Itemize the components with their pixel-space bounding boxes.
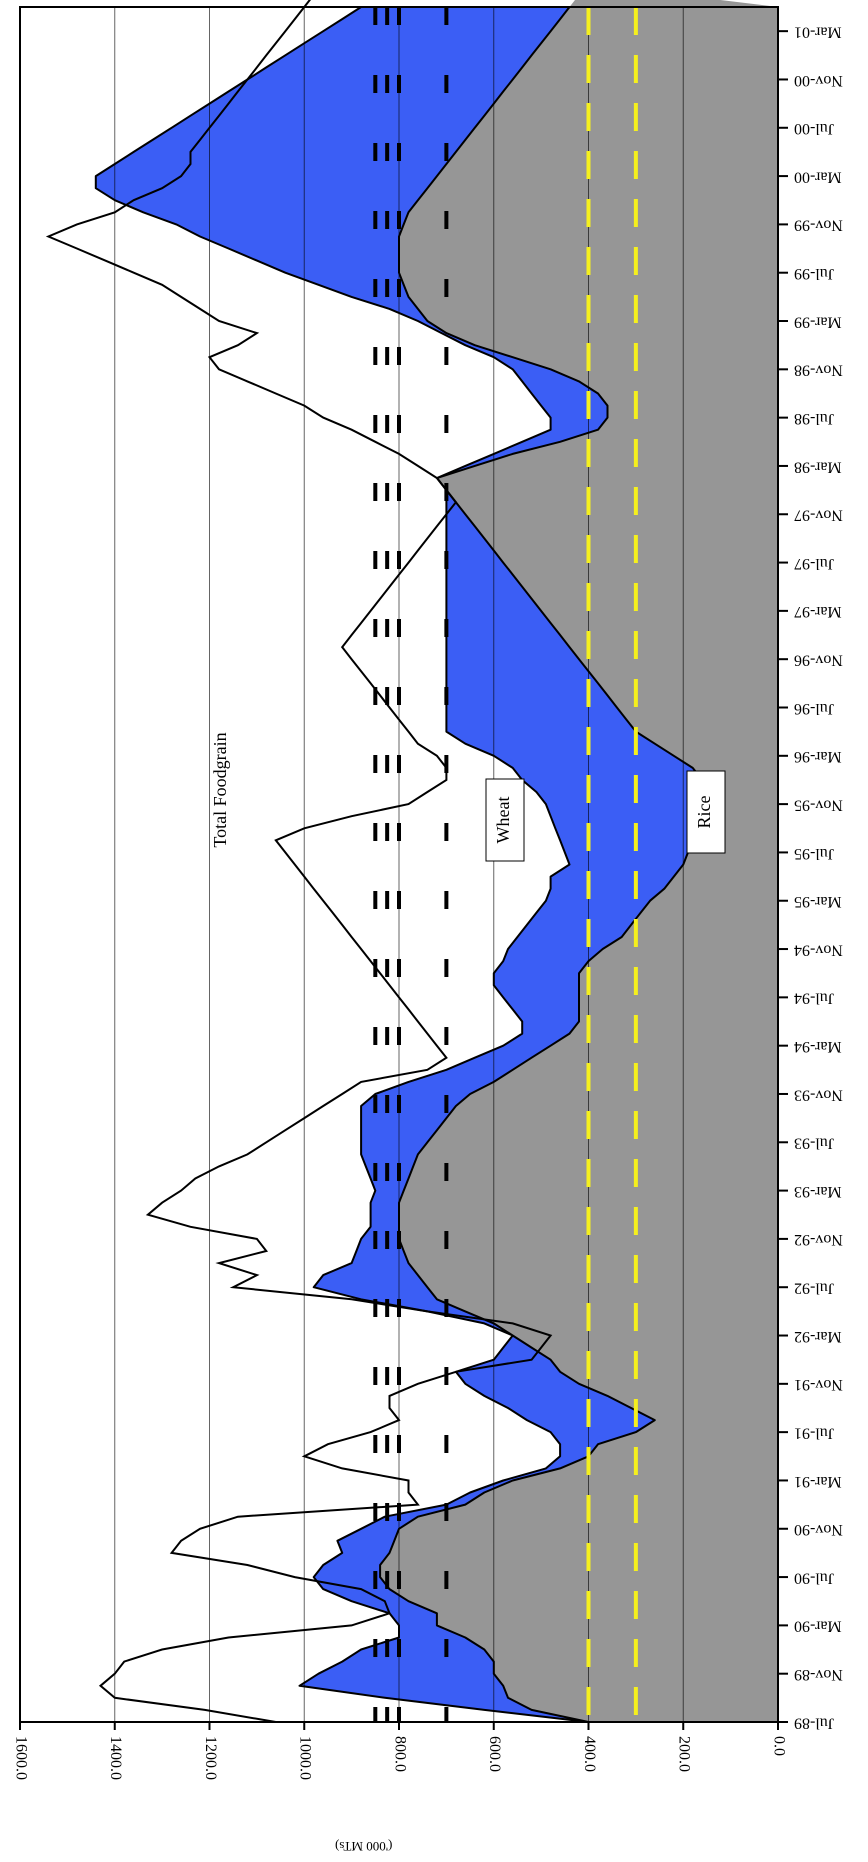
x-tick-label-30: Jul-99 bbox=[794, 265, 834, 282]
x-tick-label-8: Mar-92 bbox=[794, 1328, 842, 1345]
x-tick-label-4: Nov-90 bbox=[794, 1521, 843, 1538]
x-tick-label-27: Jul-98 bbox=[794, 410, 834, 427]
x-tick-label-9: Jul-92 bbox=[794, 1280, 834, 1297]
x-tick-label-26: Mar-98 bbox=[794, 458, 842, 475]
annotation-wheat: Wheat bbox=[493, 797, 513, 844]
x-tick-label-31: Nov-99 bbox=[794, 217, 843, 234]
y-tick-label-2: 400.0 bbox=[581, 1736, 598, 1772]
total-foodgrain-line bbox=[45, 0, 553, 1723]
x-tick-label-22: Nov-96 bbox=[794, 652, 843, 669]
annotation-rice: Rice bbox=[694, 796, 714, 829]
y-tick-label-1: 200.0 bbox=[676, 1736, 693, 1772]
x-tick-label-29: Mar-99 bbox=[794, 313, 842, 330]
annotation-total-foodgrain: Total Foodgrain bbox=[210, 732, 230, 847]
y-tick-label-5: 1000.0 bbox=[297, 1736, 314, 1780]
y-tick-label-0: 0.0 bbox=[770, 1736, 787, 1756]
y-tick-label-3: 600.0 bbox=[486, 1736, 503, 1772]
y-tick-label-8: 1600.0 bbox=[12, 1736, 29, 1780]
x-tick-label-0: Jul-89 bbox=[794, 1714, 834, 1731]
annotation-total-foodgrain-bg bbox=[211, 690, 233, 890]
y-tick-label-7: 1400.0 bbox=[107, 1736, 124, 1780]
x-tick-label-23: Mar-97 bbox=[794, 603, 842, 620]
y-axis-label: ('000 MTs) bbox=[335, 1839, 393, 1854]
x-tick-label-19: Nov-95 bbox=[794, 796, 843, 813]
x-tick-label-35: Mar-01 bbox=[794, 23, 842, 40]
y-tick-label-4: 800.0 bbox=[391, 1736, 408, 1772]
x-tick-label-33: Jul-00 bbox=[794, 120, 834, 137]
x-tick-label-1: Nov-89 bbox=[794, 1666, 843, 1683]
x-tick-label-28: Nov-98 bbox=[794, 362, 843, 379]
x-tick-label-2: Mar-90 bbox=[794, 1618, 842, 1635]
x-tick-label-34: Nov-00 bbox=[794, 72, 843, 89]
x-tick-label-6: Jul-91 bbox=[794, 1424, 834, 1441]
y-tick-label-6: 1200.0 bbox=[202, 1736, 219, 1780]
annotation-rice-box bbox=[686, 770, 726, 854]
x-tick-label-17: Mar-95 bbox=[794, 893, 842, 910]
x-tick-label-11: Mar-93 bbox=[794, 1183, 842, 1200]
annotation-wheat-box bbox=[485, 778, 525, 862]
x-tick-label-25: Nov-97 bbox=[794, 507, 843, 524]
x-tick-label-15: Jul-94 bbox=[794, 990, 834, 1007]
rice-area bbox=[380, 0, 778, 1722]
x-tick-label-10: Nov-92 bbox=[794, 1231, 843, 1248]
x-tick-label-5: Mar-91 bbox=[794, 1473, 842, 1490]
x-tick-label-21: Jul-96 bbox=[794, 700, 834, 717]
x-tick-label-3: Jul-90 bbox=[794, 1569, 834, 1586]
plot-group: 0.0 200.0 400.0 600.0 800.0 1000.0 1200.0 1400.… bbox=[12, 0, 843, 1780]
x-tick-label-12: Jul-93 bbox=[794, 1135, 834, 1152]
x-tick-label-7: Nov-91 bbox=[794, 1376, 843, 1393]
x-tick-label-20: Mar-96 bbox=[794, 748, 842, 765]
x-tick-label-24: Jul-97 bbox=[794, 555, 834, 572]
x-tick-label-18: Jul-95 bbox=[794, 845, 834, 862]
x-tick-label-14: Mar-94 bbox=[794, 1038, 842, 1055]
x-tick-label-13: Nov-93 bbox=[794, 1086, 843, 1103]
x-tick-label-16: Nov-94 bbox=[794, 941, 843, 958]
x-tick-label-32: Mar-00 bbox=[794, 168, 842, 185]
